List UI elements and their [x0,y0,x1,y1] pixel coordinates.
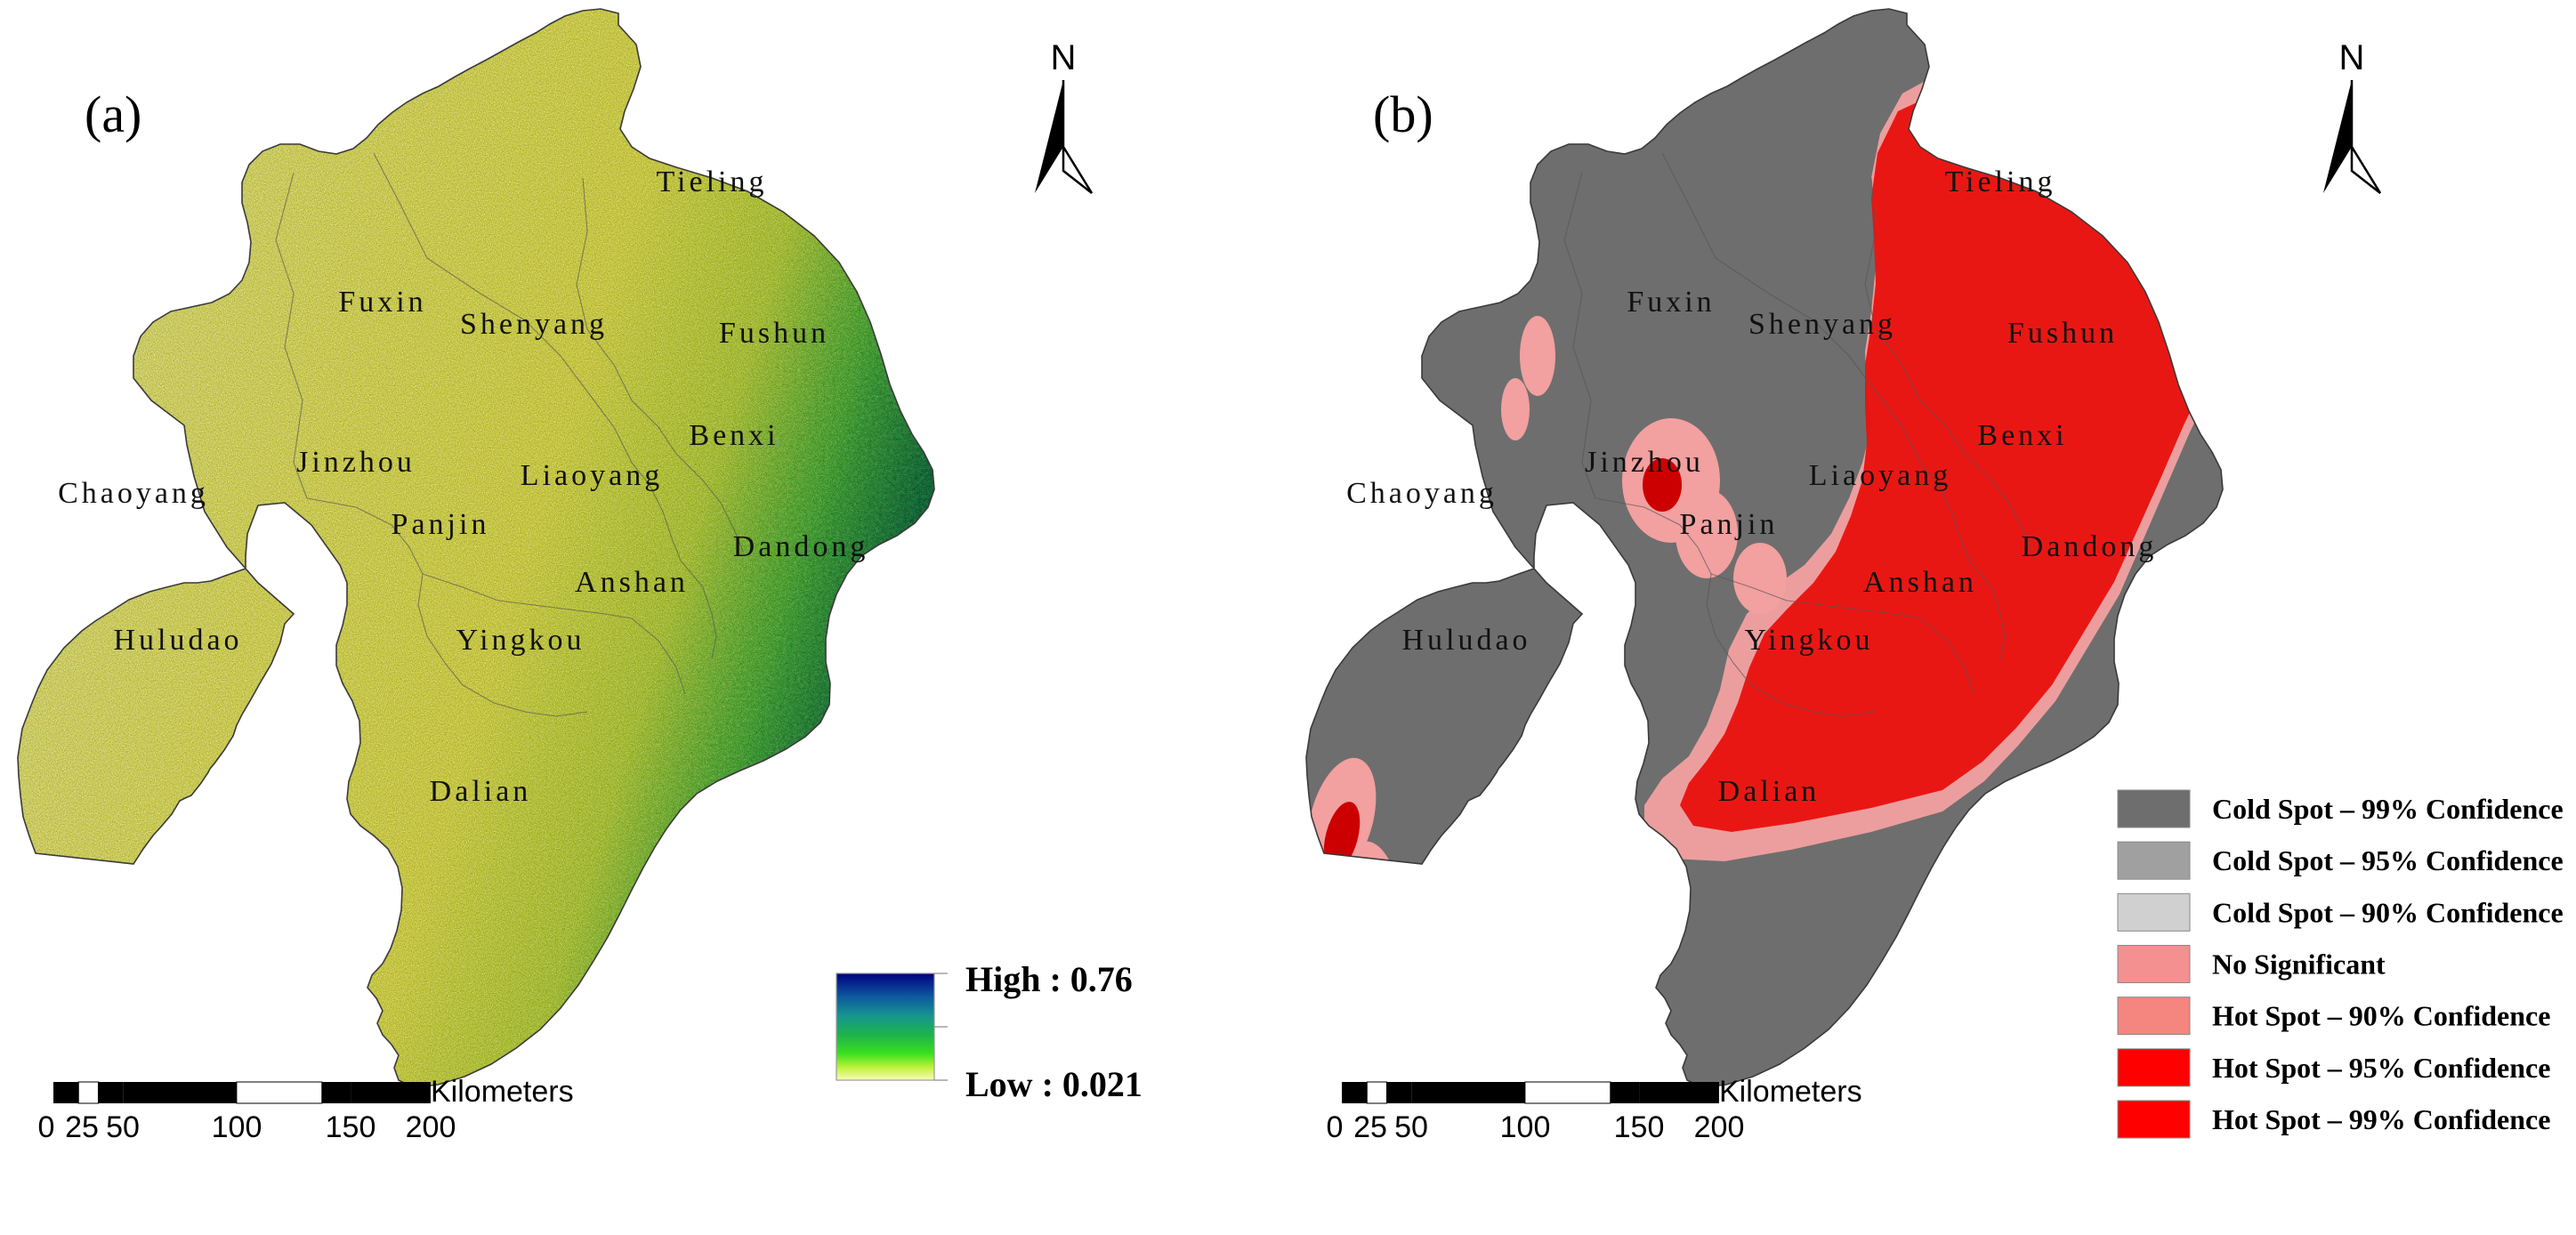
svg-text:Anshan: Anshan [575,566,689,599]
svg-text:Fushun: Fushun [719,317,829,350]
svg-text:Huludao: Huludao [113,624,242,657]
svg-text:Kilometers: Kilometers [1719,1075,1862,1109]
svg-text:Dalian: Dalian [430,775,532,808]
svg-text:Liaoyang: Liaoyang [1809,459,1951,492]
svg-text:Panjin: Panjin [1680,508,1779,541]
svg-text:Hot Spot – 99% Confidence: Hot Spot – 99% Confidence [2212,1103,2550,1135]
svg-text:200: 200 [1694,1110,1745,1144]
svg-text:N: N [2339,38,2365,77]
svg-text:High : 0.76: High : 0.76 [965,959,1133,999]
svg-text:Yingkou: Yingkou [1744,624,1873,657]
svg-text:Fuxin: Fuxin [338,286,426,319]
svg-text:0: 0 [1327,1110,1344,1144]
svg-text:No Significant: No Significant [2212,948,2386,980]
svg-text:Yingkou: Yingkou [456,624,585,657]
svg-text:Panjin: Panjin [392,508,490,541]
svg-text:Dalian: Dalian [1718,775,1821,808]
svg-text:25: 25 [65,1110,99,1144]
svg-text:Cold Spot – 90% Confidence: Cold Spot – 90% Confidence [2212,896,2564,928]
svg-text:Chaoyang: Chaoyang [1346,477,1498,510]
svg-text:N: N [1051,38,1077,77]
svg-text:100: 100 [1500,1110,1551,1144]
svg-text:Cold Spot – 95% Confidence: Cold Spot – 95% Confidence [2212,844,2564,876]
svg-text:Liaoyang: Liaoyang [521,459,663,492]
svg-text:Kilometers: Kilometers [431,1075,574,1109]
svg-text:50: 50 [1394,1110,1428,1144]
svg-text:Anshan: Anshan [1863,566,1977,599]
svg-text:150: 150 [1614,1110,1665,1144]
svg-text:Benxi: Benxi [689,419,779,452]
svg-text:50: 50 [106,1110,140,1144]
svg-text:0: 0 [38,1110,55,1144]
svg-text:Hot Spot – 90% Confidence: Hot Spot – 90% Confidence [2212,1000,2550,1032]
svg-text:Jinzhou: Jinzhou [1585,446,1704,479]
svg-text:Tieling: Tieling [1944,165,2055,198]
svg-text:200: 200 [406,1110,456,1144]
svg-text:Tieling: Tieling [656,165,767,198]
svg-text:Cold Spot – 99% Confidence: Cold Spot – 99% Confidence [2212,793,2564,825]
svg-text:Fuxin: Fuxin [1627,286,1715,319]
svg-text:100: 100 [212,1110,262,1144]
svg-text:Chaoyang: Chaoyang [58,477,209,510]
svg-text:Low : 0.021: Low : 0.021 [965,1064,1143,1104]
svg-text:Huludao: Huludao [1401,624,1530,657]
svg-text:150: 150 [326,1110,376,1144]
svg-text:Shenyang: Shenyang [1748,308,1896,341]
svg-text:Hot Spot – 95% Confidence: Hot Spot – 95% Confidence [2212,1052,2550,1084]
svg-text:Shenyang: Shenyang [460,308,608,341]
svg-text:Dandong: Dandong [2022,530,2158,563]
svg-text:Fushun: Fushun [2007,317,2118,350]
svg-text:Jinzhou: Jinzhou [296,446,416,479]
svg-text:25: 25 [1353,1110,1387,1144]
svg-text:Dandong: Dandong [733,530,869,563]
svg-text:Benxi: Benxi [1977,419,2067,452]
